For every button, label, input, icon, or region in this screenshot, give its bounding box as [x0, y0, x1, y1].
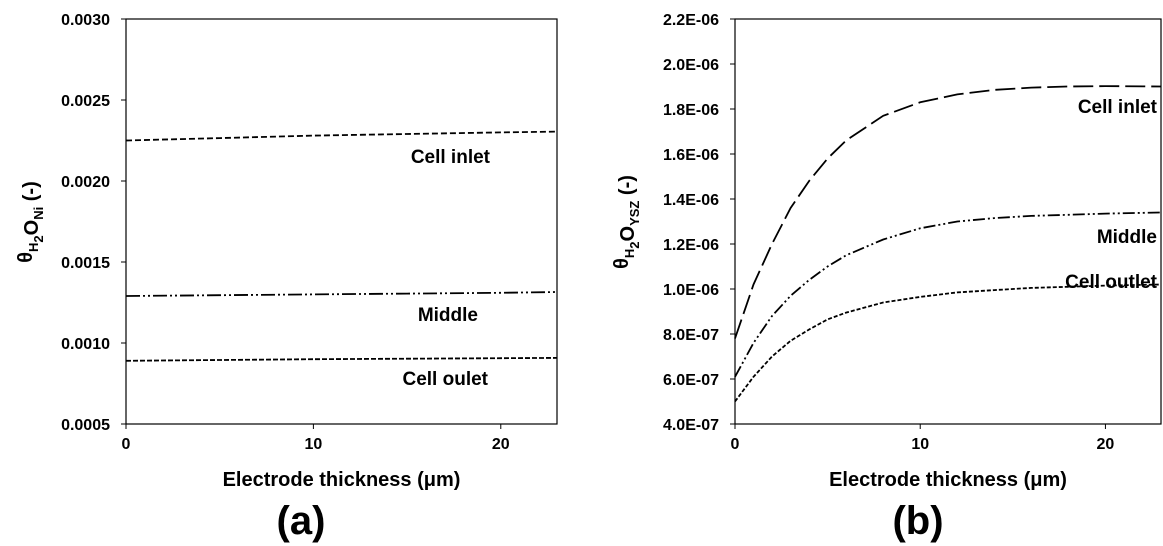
- y-tick-label: 1.0E-06: [663, 282, 719, 299]
- series-line-1: [734, 211, 1162, 378]
- series-line-1: [125, 291, 558, 297]
- y-tick-label: 0.0010: [61, 336, 110, 353]
- y-tick-label: 8.0E-07: [663, 327, 719, 344]
- series-annotation: Middle: [1097, 227, 1157, 248]
- x-axis-label: Electrode thickness (μm): [223, 469, 461, 491]
- y-tick-label: 1.2E-06: [663, 237, 719, 254]
- series-annotation: Cell outlet: [1065, 272, 1158, 293]
- y-tick-label: 6.0E-07: [663, 372, 719, 389]
- series-annotation: Cell inlet: [1078, 97, 1158, 118]
- y-axis-label-part: (-): [616, 175, 638, 201]
- y-axis-label-part: H: [26, 243, 41, 252]
- series-line-0: [734, 85, 1162, 339]
- x-tick-label: 0: [122, 436, 131, 453]
- panel-label: (a): [277, 499, 326, 543]
- y-tick-label: 1.6E-06: [663, 147, 719, 164]
- y-tick-label: 1.4E-06: [663, 192, 719, 209]
- chart-panel-a: 0.0005 0.0010 0.0015 0.0020 0.0025 0.0030 0 10 2…: [15, 12, 558, 543]
- y-tick-label: 0.0030: [61, 12, 110, 29]
- series-annotation: Cell oulet: [402, 369, 488, 390]
- y-axis-label-part: H: [622, 249, 637, 258]
- y-axis-label-part: θ: [611, 258, 633, 269]
- x-tick-label: 20: [492, 436, 510, 453]
- series-line-2: [734, 283, 1162, 403]
- y-tick-label: 1.8E-06: [663, 102, 719, 119]
- x-tick-label: 20: [1097, 436, 1115, 453]
- y-axis-label-part: O: [617, 226, 639, 242]
- x-axis-label: Electrode thickness (μm): [829, 469, 1067, 491]
- y-axis-label: θH2OYSZ (-): [611, 175, 642, 269]
- y-axis-label-part: 2: [31, 235, 46, 242]
- y-tick-label: 2.2E-06: [663, 12, 719, 29]
- y-tick-label: 4.0E-07: [663, 417, 719, 434]
- y-tick-label: 0.0020: [61, 174, 110, 191]
- y-axis-label-part: 2: [627, 241, 642, 248]
- y-axis-label-part: YSZ: [627, 201, 642, 226]
- y-tick-label: 0.0005: [61, 417, 110, 434]
- x-tick-label: 10: [911, 436, 929, 453]
- x-tick-label: 0: [731, 436, 740, 453]
- series-annotation: Middle: [418, 305, 478, 326]
- y-axis-label-part: (-): [20, 181, 42, 207]
- series-line-0: [125, 130, 558, 142]
- series-annotation: Cell inlet: [411, 147, 491, 168]
- plot-area-frame: [734, 18, 1162, 425]
- y-tick-label: 2.0E-06: [663, 57, 719, 74]
- y-axis-label-part: Ni: [31, 207, 46, 220]
- x-tick-label: 10: [304, 436, 322, 453]
- y-tick-label: 0.0025: [61, 93, 110, 110]
- y-axis-label-part: O: [21, 220, 43, 236]
- y-axis-label: θH2ONi (-): [15, 181, 46, 263]
- series-line-2: [125, 357, 558, 362]
- y-tick-label: 0.0015: [61, 255, 110, 272]
- chart-panel-b: 4.0E-07 6.0E-07 8.0E-07 1.0E-06 1.2E-06 1.4E-…: [611, 12, 1162, 543]
- y-axis-label-part: θ: [15, 252, 37, 263]
- plot-area-frame: [125, 18, 558, 425]
- panel-label: (b): [892, 499, 943, 543]
